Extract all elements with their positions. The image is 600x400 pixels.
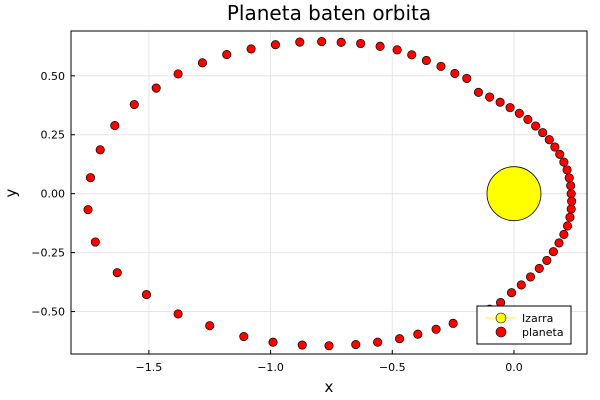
planet-point [555,149,565,159]
planet-point [85,173,96,183]
planet-point [268,337,278,347]
planet-point [324,341,334,351]
planet-point [559,157,569,167]
series-planeta [83,37,577,351]
legend: Izarra planeta [476,305,572,345]
planet-point [531,121,541,131]
y-tick-label: 0.00 [41,188,66,201]
planet-point [421,55,431,66]
planet-point [295,37,305,47]
planet-point [395,334,405,344]
planet-point [336,37,346,47]
planet-point [566,204,576,214]
planet-point [514,108,524,118]
planet-point [205,321,215,331]
planet-point [548,247,558,257]
planet-point [542,255,552,265]
planet-point [90,237,100,247]
planet-point [246,44,256,54]
grid [71,31,587,354]
planet-point [538,128,548,138]
planet-point [356,38,366,49]
x-tick-label: −1.5 [136,361,163,374]
x-tick-label: 0.0 [505,361,523,374]
legend-izarra-marker [495,312,507,324]
planet-point [222,50,232,60]
star-marker [486,166,542,222]
planet-point [554,238,564,248]
planet-point [448,318,458,328]
legend-izarra-label: Izarra [522,312,553,325]
planet-point [534,263,544,273]
planet-point [173,309,183,319]
plot-frame [70,30,588,355]
planet-point [564,173,574,183]
planet-point [392,45,402,55]
planet-point [373,337,383,347]
x-tick-label: −1.0 [257,361,284,374]
planet-point [559,229,569,240]
x-axis-label: x [325,378,334,396]
planet-point [413,329,423,339]
planet-point [407,50,417,60]
planet-point [473,87,483,97]
planet-point [95,145,105,155]
planet-point [317,37,327,47]
planet-point [566,181,576,191]
planet-point [565,212,575,222]
x-tick-label: −0.5 [379,361,406,374]
planet-point [566,189,576,199]
series-layer [83,37,577,351]
planet-point [562,165,572,175]
series-izarra [486,166,542,222]
planet-point [562,221,573,231]
planet-point [525,272,536,282]
planet-point [436,61,446,71]
legend-planeta-marker [495,326,507,338]
planet-point [505,103,515,113]
planet-point [516,280,526,290]
y-tick-label: 0.50 [41,70,66,83]
planet-point [112,268,122,278]
planet-point [173,69,183,79]
planet-point [129,100,139,110]
planet-point [297,340,307,350]
y-tick-label: −0.25 [31,247,65,260]
planet-point [375,41,385,51]
planet-point [544,135,554,145]
planet-point [141,290,152,300]
planet-point [83,205,93,215]
y-tick-label: −0.50 [31,306,65,319]
planet-point [270,40,281,50]
y-axis-label: y [2,188,20,197]
planet-point [431,324,441,334]
planet-point [506,288,517,298]
legend-box [476,305,572,345]
y-tick-label: 0.25 [41,129,66,142]
planet-point [450,68,460,78]
legend-planeta-label: planeta [522,326,564,339]
planet-point [197,58,207,68]
planet-point [550,142,560,152]
axis-ticks: −1.5 −1.0 −0.5 0.0 −0.50 −0.25 0.00 0.25 0.50 [31,70,522,374]
chart-title: Planeta baten orbita [227,1,431,25]
planet-point [495,97,505,107]
planet-point [523,114,533,124]
planet-point [151,83,161,93]
planet-point [462,73,472,83]
planet-point [567,196,577,206]
planet-point [239,332,249,342]
planet-point [110,120,120,131]
planet-point [485,92,495,102]
planet-point [351,340,361,350]
